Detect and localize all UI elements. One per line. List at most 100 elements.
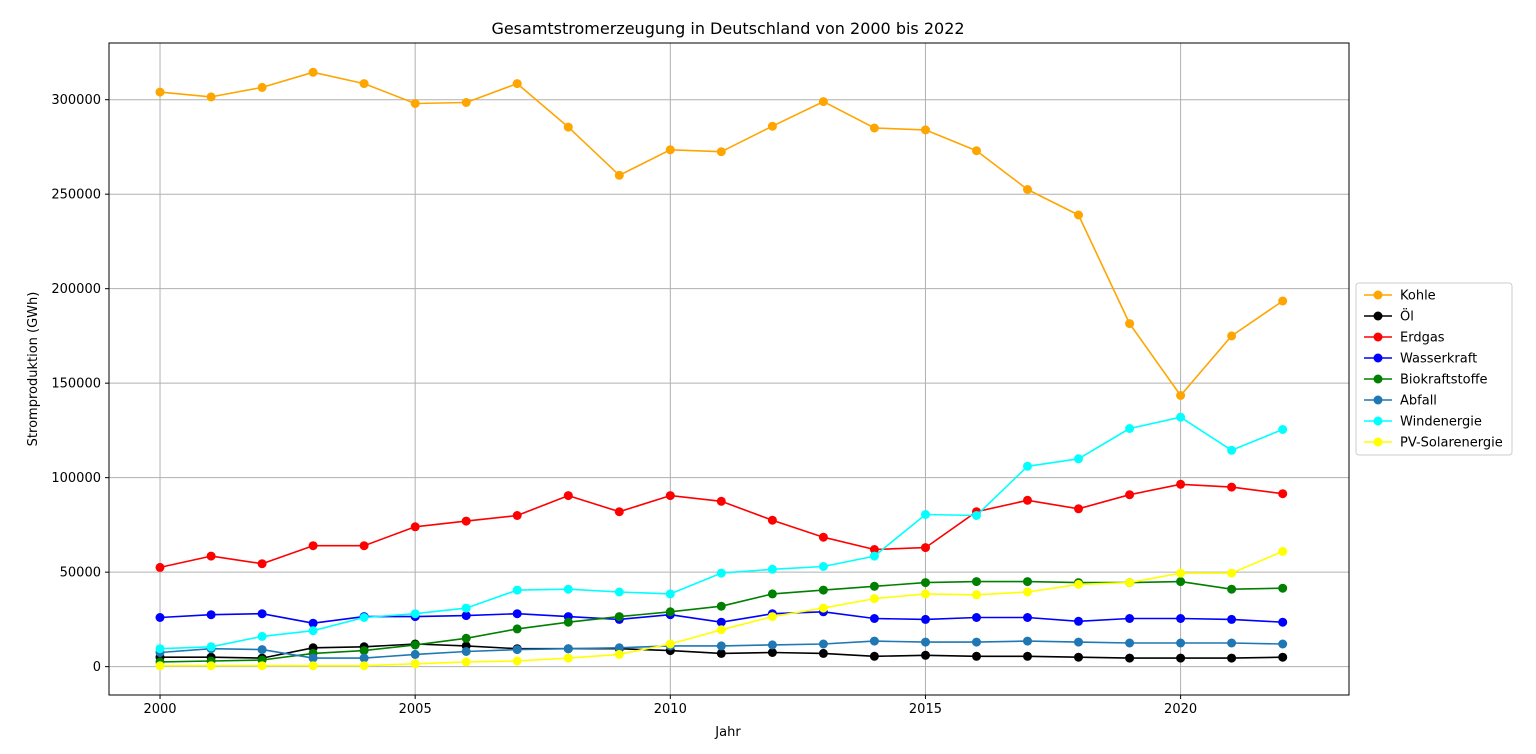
data-point	[257, 82, 267, 92]
series-kohle	[155, 67, 1288, 400]
data-point	[308, 653, 318, 663]
data-point	[1074, 454, 1083, 464]
data-point	[716, 648, 726, 658]
legend-label: Wasserkraft	[1400, 352, 1477, 367]
data-point	[665, 491, 675, 501]
data-point	[767, 589, 777, 599]
data-point	[1074, 579, 1083, 589]
data-point	[767, 515, 777, 525]
data-point	[869, 123, 879, 133]
data-point	[614, 649, 624, 659]
legend-item: Kohle	[1364, 289, 1436, 304]
legend-label: Abfall	[1400, 394, 1437, 409]
data-point	[1023, 636, 1032, 646]
series-windenergie	[155, 412, 1288, 654]
data-point	[767, 648, 777, 657]
data-point	[921, 650, 930, 660]
data-point	[1023, 495, 1032, 505]
y-tick-label: 150000	[51, 377, 101, 392]
legend-item: PV-Solarenergie	[1364, 436, 1503, 451]
data-point	[1227, 653, 1237, 663]
data-point	[155, 87, 165, 97]
data-point	[359, 653, 369, 663]
data-point	[1125, 614, 1135, 623]
data-point	[614, 643, 624, 653]
data-point	[1023, 651, 1032, 661]
data-point	[614, 612, 624, 622]
data-point	[972, 511, 981, 520]
data-point	[410, 99, 420, 108]
data-point	[410, 609, 420, 619]
legend-swatch-marker	[1373, 332, 1383, 342]
data-point	[206, 661, 216, 671]
y-tick-label: 0	[93, 660, 101, 675]
data-point	[410, 640, 420, 650]
data-point	[512, 624, 522, 634]
data-point	[1074, 616, 1083, 626]
x-tick-label: 2000	[143, 702, 176, 717]
chart-title: Gesamtstromerzeugung in Deutschland von …	[491, 19, 964, 38]
data-point	[1023, 185, 1032, 194]
data-point	[972, 146, 981, 156]
data-point	[1227, 331, 1237, 341]
data-point	[1176, 412, 1186, 422]
legend-swatch-marker	[1373, 416, 1383, 426]
data-point	[818, 585, 828, 595]
data-point	[1176, 568, 1186, 578]
data-point	[614, 170, 624, 180]
x-tick-label: 2005	[399, 702, 432, 717]
data-point	[155, 644, 165, 654]
data-point	[665, 589, 675, 599]
data-point	[1023, 613, 1032, 622]
data-point	[308, 618, 318, 628]
y-tick-label: 50000	[60, 566, 101, 581]
data-point	[665, 607, 675, 617]
data-point	[1278, 583, 1288, 593]
data-point	[1176, 479, 1186, 489]
data-point	[1227, 568, 1237, 578]
data-point	[512, 511, 522, 520]
data-point	[563, 584, 573, 594]
legend-swatch-marker	[1373, 311, 1383, 321]
legend-item: Windenergie	[1364, 415, 1482, 430]
legend: Kohle Öl Erdgas Wasserkraft Biokraftstoffe Ab…	[1355, 282, 1513, 456]
data-point	[767, 640, 777, 650]
data-point	[665, 639, 675, 649]
data-point	[308, 67, 318, 77]
data-point	[869, 636, 879, 646]
x-tick-label: 2015	[909, 702, 942, 717]
x-tick-label: 2020	[1164, 702, 1197, 717]
data-point	[257, 645, 267, 655]
data-point	[359, 541, 369, 551]
y-tick-label: 250000	[51, 188, 101, 203]
data-point	[1176, 614, 1186, 623]
data-point	[921, 543, 930, 553]
data-point	[1278, 546, 1288, 556]
data-point	[461, 98, 471, 107]
x-axis-title: Jahr	[714, 725, 741, 740]
data-point	[1176, 391, 1186, 400]
y-tick-label: 300000	[51, 93, 101, 108]
data-point	[1125, 490, 1135, 500]
data-point	[359, 646, 369, 656]
legend-label: Biokraftstoffe	[1400, 373, 1488, 388]
data-point	[665, 145, 675, 155]
data-point	[1074, 504, 1083, 514]
data-point	[1125, 424, 1135, 433]
data-point	[461, 611, 471, 621]
legend-swatch-marker	[1373, 437, 1383, 447]
data-point	[1125, 653, 1135, 663]
data-point	[972, 590, 981, 600]
data-point	[767, 121, 777, 131]
data-point	[1227, 614, 1237, 624]
data-point	[512, 585, 522, 595]
data-point	[512, 609, 522, 619]
data-point	[206, 610, 216, 620]
y-axis-title: Stromproduktion (GWh)	[26, 292, 41, 447]
legend-item: Erdgas	[1364, 331, 1445, 346]
data-point	[921, 637, 930, 647]
data-point	[1278, 296, 1288, 306]
data-point	[716, 568, 726, 578]
